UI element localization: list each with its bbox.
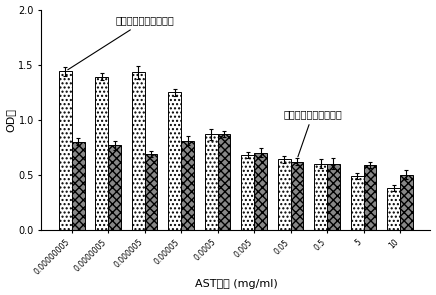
Bar	[132, 72, 145, 230]
Bar	[278, 159, 291, 230]
Text: 黄芗甲苷纯化前特异性: 黄芗甲苷纯化前特异性	[283, 109, 342, 157]
Y-axis label: OD値: OD値	[6, 108, 16, 132]
Bar	[205, 134, 218, 230]
Bar	[314, 164, 327, 230]
Bar	[387, 188, 400, 230]
Bar	[72, 142, 85, 230]
Bar	[108, 145, 121, 230]
Bar	[242, 155, 254, 230]
Bar	[168, 92, 181, 230]
Bar	[59, 71, 72, 230]
Bar	[327, 164, 340, 230]
Bar	[351, 176, 364, 230]
X-axis label: AST浓度 (mg/ml): AST浓度 (mg/ml)	[194, 279, 277, 289]
Bar	[400, 175, 413, 230]
Text: 黄芗甲苷纯化后特异性: 黄芗甲苷纯化后特异性	[68, 16, 174, 70]
Bar	[181, 141, 194, 230]
Bar	[218, 134, 230, 230]
Bar	[364, 165, 376, 230]
Bar	[254, 153, 267, 230]
Bar	[145, 154, 157, 230]
Bar	[291, 162, 303, 230]
Bar	[95, 77, 108, 230]
